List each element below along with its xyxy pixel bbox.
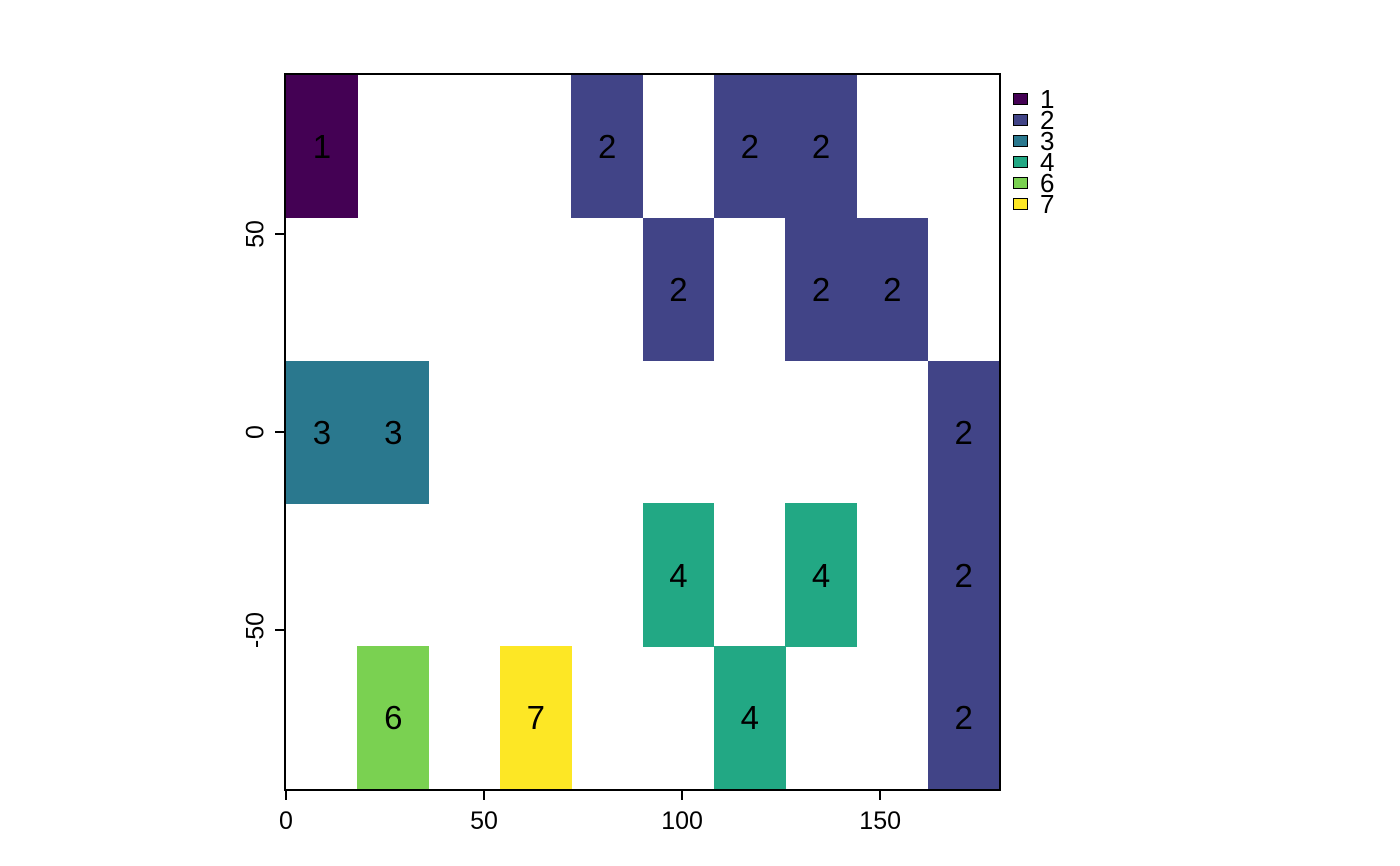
heatmap-cell: 3 [286,360,358,504]
heatmap-cell: 6 [357,646,430,789]
legend-entry: 1 [1013,83,1055,114]
legend-swatch [1013,92,1028,105]
cell-value-label: 3 [384,413,403,451]
cell-value-label: 2 [811,270,831,308]
cell-value-label: 3 [312,413,332,451]
y-tick-label: 50 [241,219,270,248]
x-tick-label: 50 [470,807,498,835]
legend-label: 1 [1040,83,1055,114]
legend-label: 4 [1040,146,1055,177]
legend-swatch [1013,155,1028,168]
heatmap-cell: 4 [642,503,715,647]
heatmap-cell: 2 [642,217,715,362]
heatmap-cell: 3 [357,360,430,504]
cell-value-label: 4 [669,556,688,594]
cell-value-label: 7 [526,699,546,737]
cell-value-label: 2 [954,556,973,594]
heatmap-cell: 2 [785,217,857,362]
legend-swatch [1013,134,1028,147]
heatmap-cell: 1 [286,75,358,219]
x-tick-label: 100 [661,807,703,835]
heatmap-cell: 2 [571,75,644,219]
x-tick-label: 0 [279,807,293,835]
y-tick-label: 0 [241,425,270,439]
x-tick-mark [285,791,287,800]
cell-value-label: 1 [312,128,332,166]
plot-area: 1 2 2 2 2 2 2 3 3 2 4 4 2 6 7 4 2 [286,75,999,789]
heatmap-cell: 2 [927,503,999,647]
heatmap-cell: 2 [927,360,999,504]
legend-label: 6 [1040,167,1055,198]
legend-swatch [1013,176,1028,189]
cell-value-label: 2 [954,413,973,451]
cell-value-label: 6 [384,699,403,737]
y-tick-mark [275,431,284,433]
plot-border [284,73,1001,791]
y-tick-label: -50 [241,612,270,649]
cell-value-label: 2 [669,270,688,308]
x-tick-mark [879,791,882,800]
legend-label: 7 [1040,188,1055,219]
x-tick-mark [483,791,486,800]
x-tick-mark [681,791,684,800]
cell-value-label: 4 [811,556,831,594]
cell-value-label: 4 [740,699,759,737]
heatmap-cell: 2 [785,75,857,219]
legend-entry: 3 [1013,125,1055,156]
x-tick-label: 150 [859,807,902,835]
cell-value-label: 2 [597,128,617,166]
y-tick-mark [275,629,284,632]
heatmap-cell: 2 [927,646,999,789]
legend-entry: 7 [1013,188,1055,219]
legend-entry: 6 [1013,167,1055,198]
y-tick-mark [275,232,284,235]
cell-value-label: 2 [954,699,973,737]
legend-label: 3 [1040,125,1055,156]
heatmap-cell: 2 [856,217,929,362]
legend-swatch [1013,113,1028,126]
heatmap-cell: 4 [713,646,786,789]
legend-entry: 4 [1013,146,1055,177]
legend-entry: 2 [1013,104,1055,135]
legend-label: 2 [1040,104,1055,135]
heatmap-cell: 2 [713,75,786,219]
heatmap-cell: 4 [785,503,857,647]
cell-value-label: 2 [811,128,831,166]
heatmap-cell: 7 [499,646,572,789]
cell-value-label: 2 [740,128,759,166]
cell-value-label: 2 [883,270,902,308]
legend-swatch [1013,197,1028,210]
